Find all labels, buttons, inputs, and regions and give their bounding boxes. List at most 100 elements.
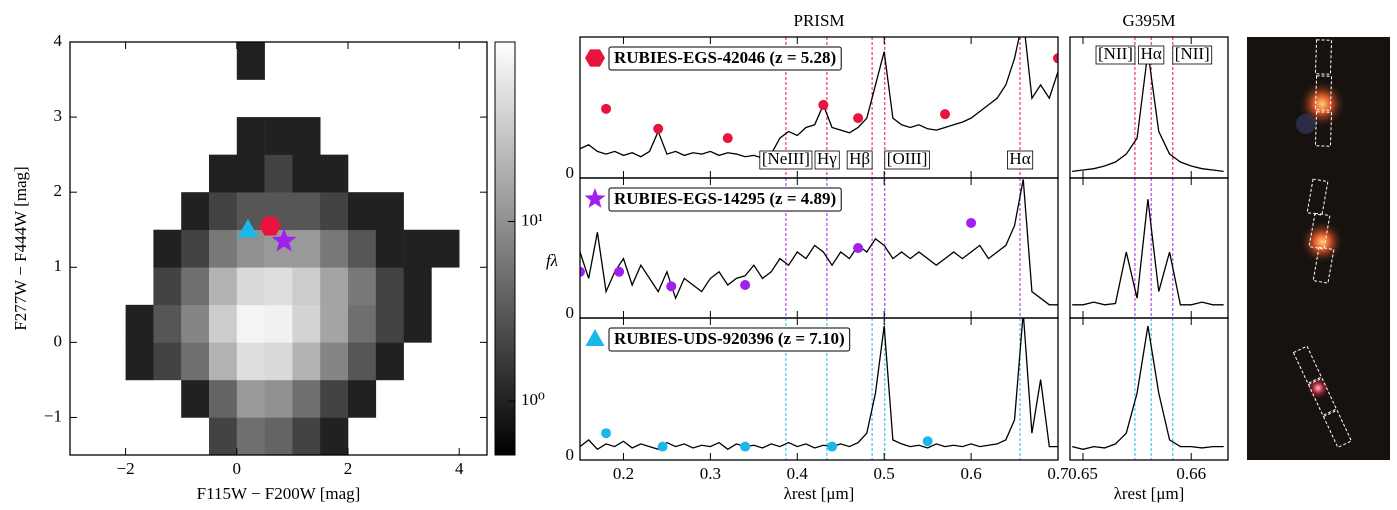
line-label-box (846, 150, 873, 170)
line-label: [NeIII] (762, 149, 810, 168)
hist-cell (181, 342, 210, 381)
hist-cell (236, 342, 265, 381)
colorbar (494, 41, 516, 456)
hist-cell (320, 379, 349, 418)
hist-cell (236, 379, 265, 418)
x-tick-label: 0.66 (1176, 464, 1206, 483)
label-box (608, 187, 842, 212)
y-tick-label: 4 (54, 31, 63, 50)
y-tick-label: 1 (54, 256, 63, 275)
x-tick-label: 2 (344, 459, 353, 478)
hist-cell (125, 342, 154, 381)
hist-cell (348, 342, 377, 381)
panel (580, 318, 1058, 460)
hist-cell (320, 267, 349, 306)
photometry-point (722, 133, 733, 144)
line-label: Hα (1009, 149, 1030, 168)
hist-cell (209, 379, 238, 418)
hist-cell (403, 229, 432, 268)
hist-cell (236, 117, 265, 155)
x-tick-label: 0.2 (613, 464, 634, 483)
photometry-point (966, 217, 977, 228)
photometry-point (1053, 53, 1058, 64)
marker (271, 227, 297, 252)
hist-cell (431, 229, 460, 268)
hist-cell (292, 417, 321, 456)
object-icon (585, 329, 605, 346)
plot-frame (579, 317, 1059, 461)
x-tick-label: 0.65 (1068, 464, 1098, 483)
hist-cell (320, 342, 349, 381)
photometry-point (653, 123, 664, 134)
hist-cell (403, 304, 432, 343)
hist-cell (403, 267, 432, 306)
line-label: Hα (1141, 44, 1162, 63)
hist-cell (375, 304, 404, 343)
hist-cell (292, 117, 321, 155)
line-label: [NII] (1175, 44, 1210, 63)
hist-cell (320, 417, 349, 456)
y-tick-label: 0 (54, 331, 63, 350)
hist-cell (264, 342, 293, 381)
cutouts (1247, 37, 1390, 460)
hist-cell (348, 192, 377, 231)
plot-frame (1069, 177, 1229, 319)
hist-cell (348, 267, 377, 306)
hist-cell (181, 229, 210, 268)
hist-cell (348, 304, 377, 343)
y-tick-label: −1 (44, 406, 62, 425)
hist-cell (236, 154, 265, 193)
photometry-point (940, 109, 951, 120)
hist-cell (348, 379, 377, 418)
hist-cell (236, 192, 265, 231)
hist-cell (181, 304, 210, 343)
hist-cell (209, 417, 238, 456)
panel (1072, 318, 1224, 460)
photometry-point (853, 113, 864, 124)
hist-cell (375, 342, 404, 381)
hist-cell (264, 154, 293, 193)
y-tick-label: 0 (566, 445, 575, 464)
hist-cell (292, 304, 321, 343)
hist-cell (375, 192, 404, 231)
photometry-point (580, 266, 585, 277)
y-tick-label: 2 (54, 181, 63, 200)
x-axis-label: λrest [μm] (784, 484, 855, 503)
line-label: Hβ (849, 149, 870, 168)
hist-cell (209, 342, 238, 381)
photometry-point (740, 280, 751, 290)
hist-cell (375, 267, 404, 306)
hist-cell (181, 379, 210, 418)
spectrum-line (1072, 51, 1224, 172)
hist-cell (153, 229, 182, 268)
photometry-point (922, 436, 933, 447)
hist-cell (153, 342, 182, 381)
object-icon (585, 49, 605, 67)
object-label: RUBIES-EGS-14295 (z = 4.89) (614, 189, 836, 208)
spectrum-line (1072, 325, 1224, 450)
photometry-point (740, 441, 751, 452)
x-tick-label: 0.7 (1047, 464, 1069, 483)
y-axis-label: fλ (546, 251, 558, 270)
photometry-point (657, 441, 668, 452)
photometry-point (601, 103, 612, 114)
hist-cell (264, 267, 293, 306)
spectrum-line (580, 179, 1058, 306)
hist-cell (292, 192, 321, 231)
photometry-point (601, 428, 612, 439)
galaxy (1296, 114, 1316, 134)
plot-frame (69, 41, 488, 456)
x-tick-label: 0.3 (700, 464, 721, 483)
hist-cell (320, 304, 349, 343)
photometry-point (827, 441, 838, 452)
hist-cell (181, 192, 210, 231)
panel-title: G395M (1123, 11, 1176, 30)
hist-cell (153, 267, 182, 306)
hist-cell (236, 417, 265, 456)
line-label: [OIII] (887, 149, 928, 168)
y-axis-label: F277W − F444W [mag] (11, 166, 30, 330)
spectrum-line (1072, 199, 1224, 306)
hist-cell (181, 267, 210, 306)
colorbar-tick-label: 10¹ (521, 210, 543, 229)
